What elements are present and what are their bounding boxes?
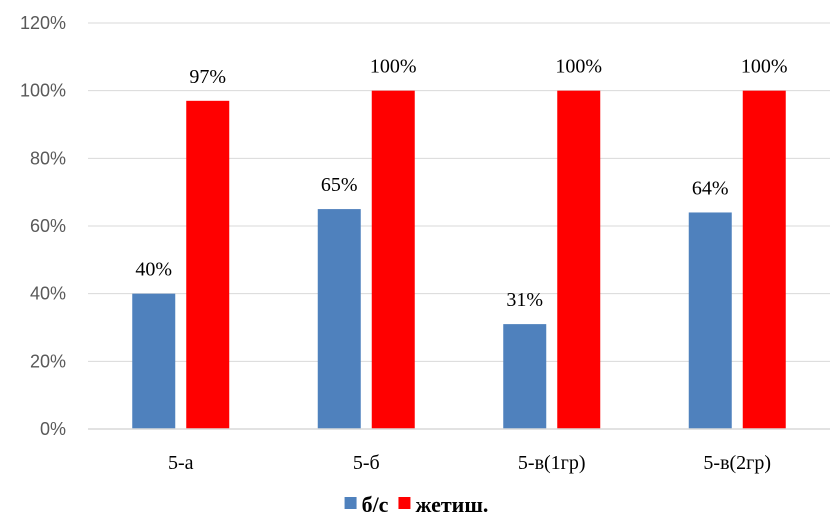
y-tick-label: 20% — [30, 351, 66, 371]
bar-series-1 — [688, 212, 732, 429]
data-label: 100% — [555, 56, 602, 78]
bars — [132, 90, 786, 430]
y-tick-label: 120% — [20, 13, 66, 33]
y-tick-label: 60% — [30, 216, 66, 236]
data-label: 64% — [692, 177, 729, 199]
y-tick-label: 40% — [30, 284, 66, 304]
y-axis-tick-labels: 0% 20% 40% 60% 80% 100% 120% — [20, 13, 66, 439]
x-tick-label: 5-а — [168, 452, 194, 474]
legend-swatch — [344, 497, 357, 509]
data-labels: 40% 97% 65% 100% 31% 100% 64% 100% — [135, 56, 787, 311]
y-tick-label: 0% — [40, 419, 66, 439]
bar-series-2 — [371, 90, 415, 430]
x-axis-tick-labels: 5-а 5-б 5-в(1гр) 5-в(2гр) — [168, 452, 771, 474]
legend-swatch — [398, 497, 411, 509]
legend-label: б/с — [362, 492, 389, 517]
data-label: 65% — [321, 174, 358, 196]
bar-series-1 — [132, 293, 176, 429]
data-label: 100% — [741, 56, 788, 78]
bar-series-2 — [557, 90, 601, 430]
x-tick-label: 5-в(2гр) — [703, 452, 771, 474]
bar-series-1 — [503, 324, 547, 429]
x-tick-label: 5-в(1гр) — [518, 452, 586, 474]
data-label: 40% — [135, 259, 172, 281]
bar-series-1 — [317, 209, 361, 429]
legend-label: жетиш. — [415, 492, 488, 517]
data-label: 97% — [189, 66, 226, 88]
legend: б/с жетиш. — [344, 492, 488, 517]
data-label: 100% — [370, 56, 417, 78]
bar-series-2 — [742, 90, 786, 430]
y-tick-label: 100% — [20, 81, 66, 101]
data-label: 31% — [506, 289, 543, 311]
bar-series-2 — [186, 100, 230, 430]
y-tick-label: 80% — [30, 148, 66, 168]
x-tick-label: 5-б — [353, 452, 380, 474]
